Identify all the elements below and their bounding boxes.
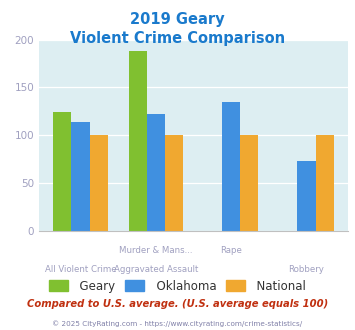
Text: 2019 Geary: 2019 Geary (130, 12, 225, 26)
Text: All Violent Crime: All Violent Crime (45, 265, 116, 275)
Bar (53, 112, 71, 231)
Bar (89, 135, 108, 231)
Bar (240, 135, 258, 231)
Bar (297, 161, 316, 231)
Bar (129, 51, 147, 231)
Text: Robbery: Robbery (289, 265, 324, 275)
Text: Murder & Mans...: Murder & Mans... (119, 246, 192, 255)
Text: Aggravated Assault: Aggravated Assault (114, 265, 198, 275)
Legend:   Geary,   Oklahoma,   National: Geary, Oklahoma, National (44, 275, 311, 297)
Text: Violent Crime Comparison: Violent Crime Comparison (70, 31, 285, 46)
Bar (147, 114, 165, 231)
Text: © 2025 CityRating.com - https://www.cityrating.com/crime-statistics/: © 2025 CityRating.com - https://www.city… (53, 321, 302, 327)
Bar (71, 122, 89, 231)
Bar (316, 135, 334, 231)
Text: Rape: Rape (220, 246, 242, 255)
Text: Compared to U.S. average. (U.S. average equals 100): Compared to U.S. average. (U.S. average … (27, 299, 328, 309)
Bar (165, 135, 183, 231)
Bar (222, 102, 240, 231)
